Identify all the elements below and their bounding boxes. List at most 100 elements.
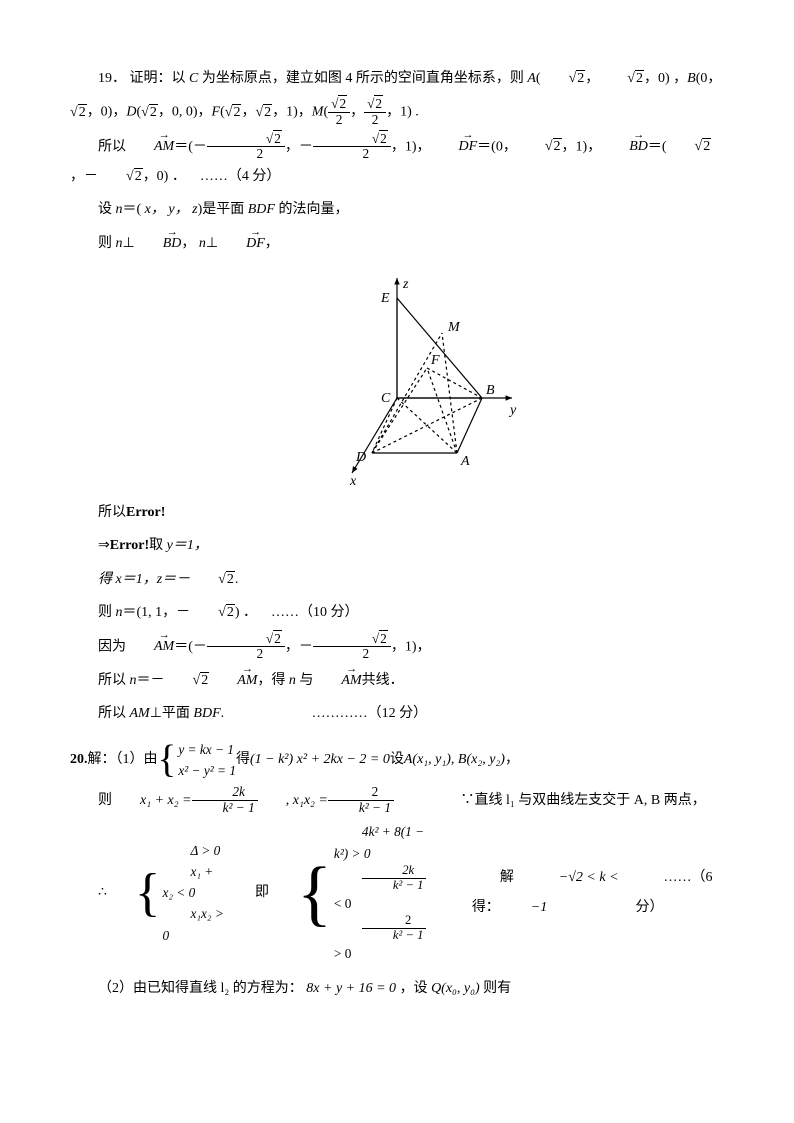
t: 2 bbox=[78, 104, 87, 120]
t: ，设 bbox=[400, 981, 428, 996]
t: −√2 < k < −1 bbox=[531, 863, 622, 922]
t: ＝( bbox=[123, 202, 145, 217]
p19-line3: 所以AM＝(－22，－22，1)，DF＝(0，2，1)，BD＝(2，－2，0) … bbox=[70, 132, 724, 192]
t: 则 bbox=[98, 605, 116, 620]
q19-num: 19． bbox=[98, 71, 126, 86]
t: 2 bbox=[374, 95, 383, 111]
t: 2 bbox=[328, 785, 394, 801]
t: x₁x₂ > 0 bbox=[162, 903, 227, 946]
t: 2 bbox=[379, 130, 388, 146]
t: 得 bbox=[236, 745, 250, 774]
t: n bbox=[199, 236, 206, 251]
t: 则 bbox=[98, 236, 116, 251]
t: 2 bbox=[364, 113, 386, 128]
t: x₁ + x₂ = bbox=[112, 786, 192, 815]
t: ＝(－ bbox=[174, 139, 207, 154]
t: 与 bbox=[296, 673, 314, 688]
svg-text:y: y bbox=[508, 403, 517, 418]
t: 2 bbox=[134, 168, 143, 184]
t: D bbox=[126, 105, 136, 120]
t: k² − 1 bbox=[192, 801, 258, 816]
t: ⇒ bbox=[98, 538, 110, 553]
t: ＝( bbox=[648, 139, 667, 154]
t: 2 bbox=[553, 138, 562, 154]
t: 2 bbox=[149, 104, 158, 120]
q20-num: 20. bbox=[70, 745, 88, 774]
t: C bbox=[189, 71, 198, 86]
p20-line2: 则 x₁ + x₂ = 2kk² − 1 , x₁x₂ = 2k² − 1 ∵直… bbox=[70, 785, 724, 815]
t: 设 bbox=[390, 745, 404, 774]
t: ∵直线 l₁ 与双曲线左支交于 A, B 两点， bbox=[433, 786, 706, 815]
t: ，－ bbox=[285, 139, 313, 154]
t: ⊥ bbox=[206, 236, 218, 251]
t: 8x + y + 16 = 0 bbox=[306, 981, 396, 996]
svg-text:A: A bbox=[460, 454, 470, 469]
t: < 0 bbox=[334, 896, 351, 911]
t: ＝(－ bbox=[174, 639, 207, 654]
t: DF bbox=[218, 229, 265, 258]
p20-line3: ∴ { Δ > 0 x₁ + x₂ < 0 x₁x₂ > 0 即 { 4k² +… bbox=[70, 821, 724, 964]
svg-text:E: E bbox=[380, 291, 390, 306]
diagram-3d: zyxEMFCBDA bbox=[70, 268, 724, 488]
t: ，－ bbox=[70, 169, 98, 184]
error-text: Error! bbox=[126, 505, 165, 520]
t: ∴ bbox=[70, 878, 107, 907]
t: A bbox=[527, 71, 536, 86]
t: (0， bbox=[696, 71, 722, 86]
t: ，0, 0)， bbox=[158, 105, 212, 120]
score-4: ……（4 分） bbox=[200, 169, 281, 184]
svg-text:M: M bbox=[447, 320, 461, 335]
t: 2 bbox=[635, 70, 644, 86]
t: n bbox=[289, 673, 296, 688]
t: BD bbox=[135, 229, 182, 258]
t: BDF bbox=[248, 202, 275, 217]
svg-text:F: F bbox=[430, 353, 440, 368]
score-10: ……（10 分） bbox=[271, 605, 359, 620]
svg-text:C: C bbox=[381, 391, 391, 406]
t: ，1)， bbox=[391, 139, 431, 154]
t: ⊥平面 bbox=[150, 706, 194, 721]
t: 解得： bbox=[472, 863, 531, 922]
t: 2 bbox=[226, 571, 235, 587]
t: ＝(1, 1，－ bbox=[123, 605, 191, 620]
t: > 0 bbox=[334, 946, 351, 961]
t: F bbox=[212, 105, 221, 120]
vec-am: AM bbox=[126, 132, 174, 161]
svg-text:z: z bbox=[402, 277, 409, 292]
svg-text:B: B bbox=[486, 383, 495, 398]
t: AM bbox=[130, 706, 150, 721]
t: ， bbox=[181, 236, 195, 251]
score-6: ……（6分） bbox=[636, 863, 724, 922]
t: y = kx − 1 bbox=[178, 739, 236, 760]
t: 共线． bbox=[362, 673, 404, 688]
t: 得 x＝1，z＝－ bbox=[98, 572, 190, 587]
t: 4k² + 8(1 − k²) > 0 bbox=[334, 821, 433, 864]
t: n bbox=[116, 605, 123, 620]
vec-df: DF bbox=[431, 132, 478, 161]
p19-line8: 得 x＝1，z＝－2. bbox=[70, 565, 724, 594]
t: AM bbox=[126, 632, 174, 661]
t: 2 bbox=[232, 104, 241, 120]
t: ，1)， bbox=[391, 639, 431, 654]
t: AM bbox=[313, 666, 361, 695]
p19-line5: 则 n⊥BD， n⊥DF， bbox=[70, 229, 724, 258]
t: 2 bbox=[379, 630, 388, 646]
t: ＝(0， bbox=[477, 139, 517, 154]
t: 的法向量， bbox=[275, 202, 349, 217]
t: 2k bbox=[192, 785, 258, 801]
t: 2 bbox=[328, 113, 350, 128]
t: 2 bbox=[263, 104, 272, 120]
t: ⊥ bbox=[123, 236, 135, 251]
p20-line1: 20. 解：（1）由 { y = kx − 1 x² − y² = 1 得 (1… bbox=[70, 739, 724, 782]
t: ＝－ bbox=[137, 673, 165, 688]
t: 为坐标原点，建立如图 4 所示的空间直角坐标系，则 bbox=[198, 71, 527, 86]
p19-line12: 所以 AM⊥平面 BDF. …………（12 分） bbox=[70, 699, 724, 728]
t: 2 bbox=[338, 95, 347, 111]
t: ，1)， bbox=[562, 139, 602, 154]
t: 2 bbox=[273, 130, 282, 146]
t: ，－ bbox=[285, 639, 313, 654]
score-12: …………（12 分） bbox=[312, 706, 428, 721]
p19-line1: 19． 证明：以 C 为坐标原点，建立如图 4 所示的空间直角坐标系，则 A(2… bbox=[70, 64, 724, 93]
t: 2 bbox=[273, 630, 282, 646]
t: AM bbox=[209, 666, 257, 695]
